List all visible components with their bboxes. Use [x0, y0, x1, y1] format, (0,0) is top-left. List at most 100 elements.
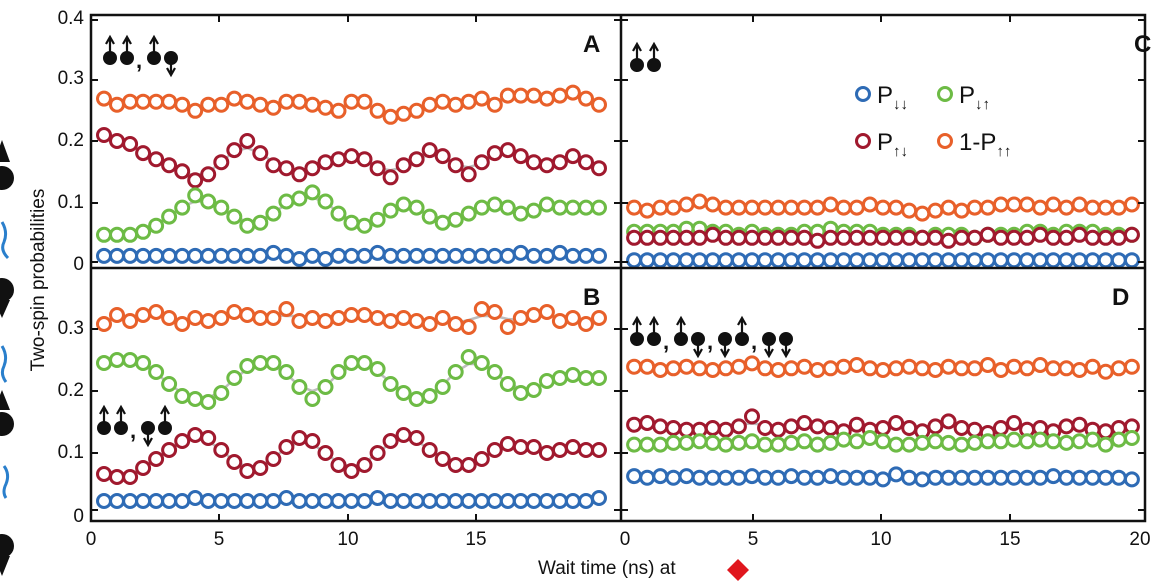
data-point-P-up-down	[1097, 229, 1114, 246]
data-point-P-up-down	[356, 151, 373, 168]
data-point-one-minus-P-up-up	[861, 360, 878, 377]
side-wave-icon	[2, 465, 10, 499]
data-point-one-minus-P-up-up	[591, 310, 607, 326]
spin-down-icon	[762, 332, 776, 346]
data-point-P-down-up	[356, 217, 373, 234]
data-point-P-up-down	[473, 154, 490, 171]
legend-marker-1-minus-P-up-up	[937, 133, 953, 149]
data-point-P-down-down	[174, 493, 191, 509]
data-point-P-up-down	[1071, 416, 1088, 433]
data-point-P-up-down	[914, 229, 931, 246]
data-point-P-up-down	[639, 229, 656, 246]
data-point-one-minus-P-up-up	[1019, 196, 1036, 213]
spin-up-icon	[114, 421, 128, 435]
data-point-one-minus-P-up-up	[730, 358, 747, 375]
data-point-P-down-down	[395, 493, 412, 509]
data-point-one-minus-P-up-up	[927, 202, 944, 219]
data-point-P-up-down	[538, 445, 555, 461]
data-point-one-minus-P-up-up	[888, 360, 905, 377]
data-point-P-up-down	[122, 136, 139, 152]
data-point-P-down-down	[1110, 469, 1127, 486]
data-point-one-minus-P-up-up	[901, 202, 918, 219]
data-point-P-up-down	[861, 229, 878, 246]
data-point-P-up-down	[578, 442, 594, 458]
data-point-P-up-down	[591, 442, 607, 458]
data-point-P-down-down	[901, 252, 918, 269]
data-point-P-down-down	[704, 469, 721, 486]
data-point-P-down-up	[783, 434, 800, 451]
panel-C	[626, 193, 1140, 269]
data-point-P-up-down	[343, 148, 360, 165]
data-point-P-down-down	[717, 252, 734, 269]
data-point-P-down-down	[330, 493, 347, 509]
data-point-P-down-up	[369, 211, 386, 228]
data-point-P-down-down	[564, 247, 581, 264]
data-point-P-up-down	[992, 229, 1009, 246]
data-point-one-minus-P-up-up	[96, 316, 112, 332]
data-point-one-minus-P-up-up	[992, 196, 1009, 213]
data-point-P-down-up	[578, 199, 594, 216]
data-point-one-minus-P-up-up	[639, 202, 656, 219]
data-point-P-up-down	[356, 457, 373, 473]
data-point-P-down-up	[304, 391, 321, 407]
data-point-P-down-down	[356, 247, 373, 264]
data-point-P-down-down	[265, 493, 282, 509]
y-tick-label: 0.2	[58, 130, 84, 151]
data-point-P-down-down	[512, 244, 529, 261]
spin-up-icon	[103, 51, 117, 65]
data-point-P-down-up	[730, 434, 747, 451]
data-point-P-down-down	[1045, 252, 1062, 269]
data-point-P-up-down	[1045, 229, 1062, 246]
data-point-P-down-up	[252, 355, 269, 371]
data-point-P-up-down	[927, 229, 944, 246]
data-point-P-down-up	[447, 211, 464, 228]
data-point-P-up-down	[434, 451, 451, 467]
data-point-P-up-down	[460, 457, 477, 473]
data-point-P-down-up	[252, 214, 269, 231]
data-point-one-minus-P-up-up	[395, 105, 412, 122]
data-point-one-minus-P-up-up	[966, 360, 983, 377]
data-point-one-minus-P-up-up	[953, 202, 970, 219]
data-point-P-down-down	[626, 252, 643, 269]
data-point-one-minus-P-up-up	[330, 310, 347, 326]
data-point-P-down-up	[626, 436, 643, 453]
arrow-up-icon	[160, 404, 170, 424]
data-point-P-down-down	[239, 247, 256, 264]
data-point-P-down-up	[940, 434, 957, 451]
data-point-P-up-down	[626, 416, 643, 433]
data-point-P-down-up	[639, 436, 656, 453]
data-point-P-down-up	[434, 379, 451, 395]
data-point-one-minus-P-up-up	[200, 96, 217, 113]
data-point-P-down-down	[979, 469, 996, 486]
data-point-P-down-up	[148, 217, 165, 234]
data-point-P-down-up	[512, 385, 529, 401]
data-point-one-minus-P-up-up	[408, 313, 425, 329]
data-point-P-down-up	[927, 433, 944, 450]
data-point-one-minus-P-up-up	[161, 93, 178, 110]
data-point-P-down-down	[1097, 469, 1114, 486]
data-point-one-minus-P-up-up	[992, 362, 1009, 378]
data-point-P-down-down	[538, 493, 555, 509]
data-point-P-up-down	[213, 154, 230, 171]
data-point-P-down-down	[187, 247, 204, 264]
data-point-P-down-down	[200, 247, 217, 264]
data-point-P-up-down	[317, 445, 334, 461]
arrow-down-icon	[781, 343, 791, 359]
data-point-P-down-down	[382, 247, 399, 264]
spin-pairs-A-icon: ,	[103, 34, 178, 78]
data-point-P-down-up	[109, 352, 125, 368]
data-point-P-down-up	[382, 202, 399, 219]
data-point-P-down-down	[434, 247, 451, 264]
data-point-one-minus-P-up-up	[551, 313, 568, 329]
data-point-P-down-down	[1045, 468, 1062, 485]
data-point-P-down-down	[343, 247, 360, 264]
data-point-P-down-down	[691, 252, 708, 269]
data-point-P-down-down	[473, 493, 490, 509]
data-point-one-minus-P-up-up	[979, 357, 996, 373]
data-point-P-up-down	[538, 157, 555, 174]
data-point-P-down-down	[486, 493, 503, 509]
data-point-one-minus-P-up-up	[1045, 196, 1062, 213]
data-point-P-down-up	[1123, 430, 1140, 446]
data-point-P-up-down	[875, 420, 891, 436]
data-point-P-up-down	[252, 145, 269, 162]
